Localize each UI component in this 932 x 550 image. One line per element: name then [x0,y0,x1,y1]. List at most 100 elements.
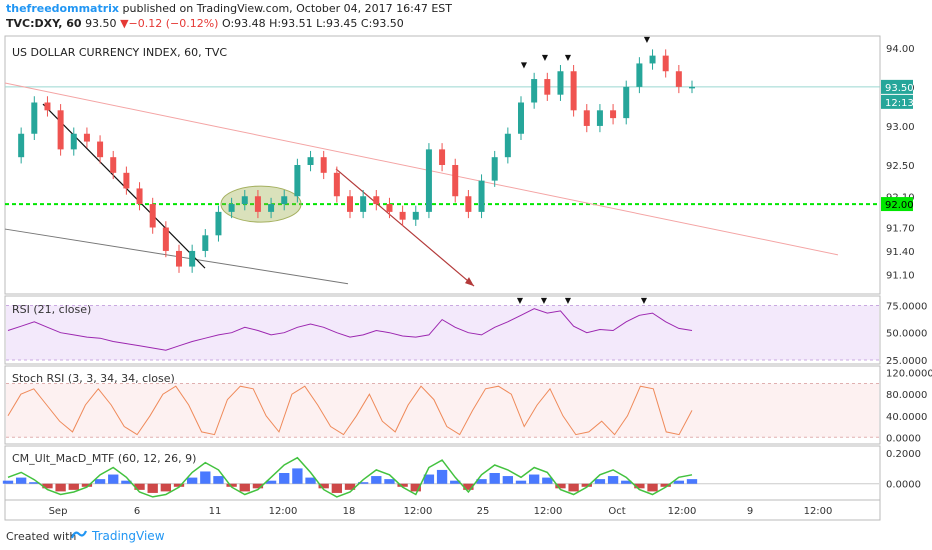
candle-body [268,204,275,212]
chart-canvas[interactable]: ▼▼▼▼ ▼▼▼▼ 94.0093.5093.0092.5092.1091.70… [0,0,932,522]
price-change: ▼−0.12 (−0.12%) [120,17,219,30]
time-axis[interactable] [4,499,881,521]
candle-body [662,55,669,72]
macd-histogram-bar [173,483,185,487]
macd-histogram-bar [292,468,303,484]
macd-histogram-bar [94,479,106,484]
candle-body [689,86,695,89]
candle-body [31,102,38,134]
tradingview-brand[interactable]: TradingView [92,529,165,543]
candle-body [97,141,104,158]
candle-body [610,110,617,119]
macd-histogram-bar [542,477,553,484]
candle-body [623,86,630,119]
last-price: 93.50 [85,17,117,30]
support-price-label: 92.00 [885,200,914,211]
rsi-peak-marker: ▼ [565,296,572,305]
macd-histogram-bar [489,473,500,484]
price-axis-tick: 93.00 [886,122,915,133]
candle-body [465,196,472,212]
rsi-peak-marker: ▼ [541,296,548,305]
stoch-axis-tick: 40.0000 [886,412,927,423]
candle-body [176,250,182,267]
time-axis-tick: 12:00 [534,506,563,517]
macd-histogram-bar [515,480,527,484]
projection-arrow-head [465,277,474,287]
author-link[interactable]: thefreedommatrix [6,2,120,15]
countdown-tag [881,94,913,109]
price-axis-tick: 94.00 [886,44,915,55]
macd-histogram-bar [134,483,145,490]
price-pane-title: US DOLLAR CURRENCY INDEX, 60, TVC [12,46,227,59]
candle-body [149,204,156,228]
macd-histogram-bar [2,480,14,484]
candle-body [333,172,340,197]
macd-histogram-bar [226,483,237,487]
rsi-layer: ▼ ▼ ▼ ▼ [6,296,879,361]
peak-marker: ▼ [542,53,549,62]
candle-body [596,110,603,126]
candle-body [636,63,643,87]
peak-marker: ▼ [521,61,528,70]
time-axis-tick: 6 [134,506,140,517]
candle-body [675,71,682,87]
price-axis-tick: 91.10 [886,270,915,281]
candle-body [425,149,432,212]
candle-body [281,196,288,205]
candle-body [360,196,367,212]
candle-body [504,133,511,158]
macd-histogram-bar [121,480,132,484]
symbol-line: TVC:DXY, 60 93.50 ▼−0.12 (−0.12%) O:93.4… [6,17,404,30]
candle-body [478,180,485,212]
macd-histogram-bar [581,483,592,487]
candle-body [162,227,169,251]
time-axis-tick: 18 [343,506,356,517]
macd-histogram-bar [357,482,369,484]
ohlc-values: O:93.48 H:93.51 L:93.45 C:93.50 [221,17,404,30]
rsi-title: RSI (21, close) [12,303,91,316]
macd-histogram-bar [186,477,198,484]
candle-body [57,110,64,150]
time-axis-tick: 12:00 [668,506,697,517]
macd-histogram-bar [213,476,224,484]
candle-body [83,133,90,142]
macd-histogram-bar [200,471,211,484]
macd-histogram-bar [265,480,277,484]
candle-body [373,196,380,205]
consolidation-zone [220,185,302,223]
macd-histogram-bar [450,480,461,484]
macd-histogram-bar [436,469,448,484]
created-with-label: Created with [6,530,77,543]
candle-body [439,149,446,165]
candle-body [320,157,327,173]
candle-body [649,55,656,64]
symbol-label: TVC:DXY, 60 [6,17,82,30]
rsi-band [6,305,879,360]
candle-body [557,71,564,95]
price-axis-tick: 91.40 [886,247,915,258]
macd-histogram-bar [331,483,343,493]
candle-body [70,133,77,150]
stoch-line [7,385,693,436]
macd-histogram-bar [594,479,606,484]
macd-histogram-bar [68,483,79,490]
macd-histogram-bar [42,483,53,489]
macd-histogram-bar [15,477,27,484]
time-axis-tick: 11 [209,506,222,517]
candle-body [44,102,51,111]
time-axis-tick: Sep [49,506,68,517]
candle-body [544,79,551,95]
candle-body [215,211,222,236]
macd-histogram-bar [423,474,435,484]
last-price-tag [881,79,913,94]
stoch-axis-tick: 0.0000 [886,433,921,444]
macd-histogram-bar [318,483,329,489]
time-axis-tick: Oct [608,506,625,517]
candle-body [123,172,130,189]
candle-body [294,165,301,197]
candle-body [399,211,406,220]
macd-histogram-bar [528,474,540,484]
macd-title: CM_Ult_MacD_MTF (60, 12, 26, 9) [12,452,196,465]
candle-body [347,196,353,212]
macd-line [7,456,693,498]
